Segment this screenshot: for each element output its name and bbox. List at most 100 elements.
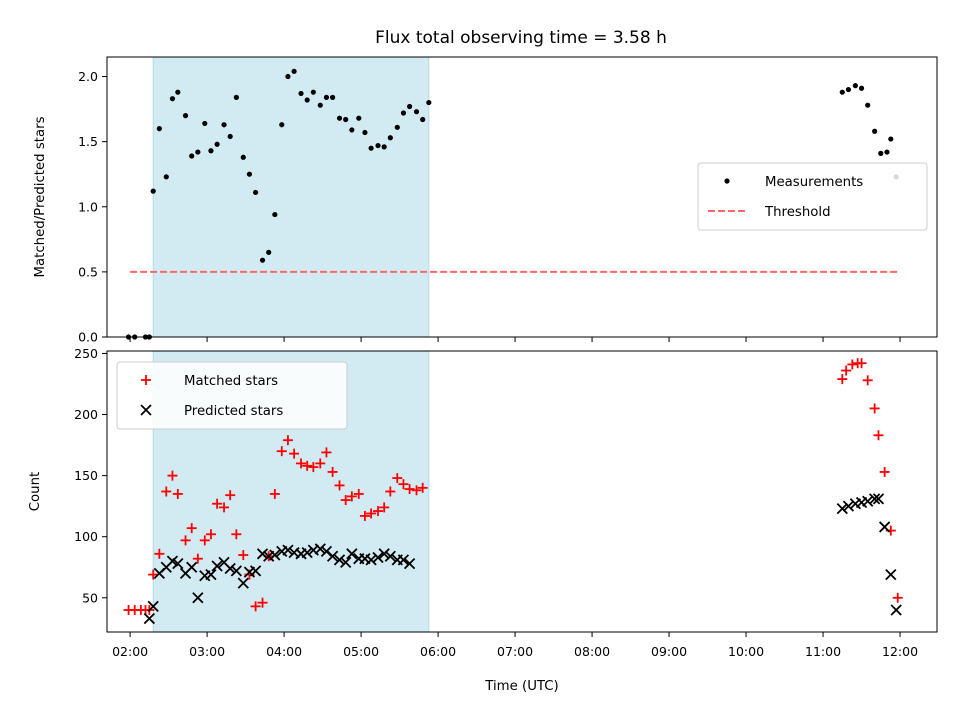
- matched-stars-point: [302, 460, 313, 471]
- x-b: [230, 565, 242, 577]
- matched-stars-point: [327, 466, 338, 477]
- measurement-point: [279, 122, 285, 128]
- x-b: [346, 548, 358, 560]
- x-b: [872, 493, 885, 505]
- y-tick-label: 2.0: [78, 69, 98, 84]
- matched-stars-point: [417, 482, 428, 493]
- measurement-point: [169, 96, 176, 102]
- legend-label: Predicted stars: [184, 404, 283, 419]
- measurement-point: [858, 85, 865, 91]
- predicted-stars-point: [230, 565, 242, 577]
- x-b: [403, 557, 416, 570]
- x-b: [333, 554, 346, 566]
- matched-stars-point: [167, 470, 178, 481]
- series-matched-stars: [123, 358, 903, 616]
- predicted-stars-point: [192, 592, 204, 604]
- legend-box: [116, 361, 348, 430]
- matched-stars-point: [289, 448, 300, 459]
- measurement-point: [394, 124, 400, 130]
- x-b: [166, 555, 179, 567]
- x-b: [372, 551, 384, 564]
- measurement-point: [356, 115, 362, 121]
- matched-stars-point: [385, 486, 396, 497]
- measurement-point: [884, 149, 890, 155]
- x-b: [211, 560, 223, 572]
- matched-stars-point: [219, 502, 230, 513]
- x-tick-label: 06:00: [420, 644, 456, 659]
- predicted-stars-point: [301, 546, 313, 559]
- measurement-point: [304, 97, 310, 103]
- x-b: [320, 545, 333, 558]
- axes-frame: [106, 56, 938, 338]
- matched-stars-point: [212, 498, 223, 509]
- matched-stars-point: [373, 506, 384, 517]
- legend-entry: Threshold: [708, 205, 831, 220]
- matched-stars-point: [154, 548, 165, 559]
- matched-stars-point: [186, 523, 197, 534]
- x-b: [314, 543, 326, 555]
- matched-stars-point: [841, 365, 852, 376]
- x-b: [192, 592, 204, 604]
- series-predicted-stars: [143, 493, 902, 625]
- measurement-point: [240, 154, 246, 160]
- measurement-point: [246, 171, 253, 177]
- x-tick-label: 12:00: [882, 644, 918, 659]
- measurement-point: [349, 127, 355, 133]
- measurement-point: [381, 144, 387, 150]
- x-b: [301, 546, 313, 559]
- x-tick-label: 02:00: [112, 644, 148, 659]
- predicted-stars-point: [269, 549, 281, 561]
- matched-stars-point: [404, 484, 415, 495]
- measurement-point: [375, 142, 381, 149]
- measurement-point: [852, 83, 858, 89]
- predicted-stars-point: [282, 544, 294, 556]
- predicted-stars-point: [890, 604, 902, 616]
- x-b: [384, 550, 396, 562]
- matched-stars-point: [837, 374, 848, 385]
- x-b: [143, 612, 155, 625]
- y-tick-label: 200: [74, 407, 98, 422]
- y-tick-label: 1.5: [78, 134, 98, 149]
- chart-title: Flux total observing time = 3.58 h: [375, 28, 667, 48]
- predicted-stars-point: [333, 554, 346, 566]
- matched-stars-point: [257, 597, 268, 608]
- legend-dot-swatch: [724, 178, 730, 184]
- x-axis-label: Time (UTC): [484, 679, 559, 694]
- measurement-point: [189, 153, 195, 159]
- matched-stars-point: [308, 462, 319, 473]
- matched-stars-point: [892, 592, 903, 603]
- predicted-stars-point: [143, 612, 155, 625]
- matched-stars-point: [250, 601, 261, 612]
- legend-label: Matched stars: [184, 374, 278, 389]
- matched-stars-point: [847, 359, 858, 370]
- predicted-stars-point: [249, 565, 262, 577]
- predicted-stars-point: [237, 577, 249, 589]
- measurement-point: [865, 102, 871, 108]
- measurement-point: [163, 174, 169, 180]
- predicted-stars-point: [862, 495, 874, 507]
- matched-stars-point: [269, 488, 280, 499]
- y-tick-label: 100: [74, 529, 98, 544]
- bottom-panel-count: 50 100 150 200 250 02:00 03:00 04:00 05:00 06:00 0…: [28, 346, 938, 694]
- measurement-point: [845, 86, 852, 93]
- measurement-point: [310, 89, 316, 95]
- measurement-point: [413, 109, 420, 115]
- x-tick-label: 11:00: [805, 644, 841, 659]
- measurement-point: [298, 90, 304, 97]
- x-tick-label: 08:00: [574, 644, 610, 659]
- x-b: [172, 557, 184, 570]
- measurement-point: [872, 128, 878, 134]
- top-panel-ratio: 0.0 0.5 1.0 1.5 2.0 Matched/Predicted stars Me…: [33, 56, 938, 345]
- x-b: [868, 493, 881, 505]
- x-b: [842, 500, 855, 512]
- x-b: [879, 521, 891, 533]
- x-b: [326, 550, 339, 562]
- predicted-stars-point: [397, 554, 410, 566]
- x-b: [249, 565, 262, 577]
- predicted-stars-point: [186, 561, 198, 573]
- y-tick-label: 250: [74, 346, 98, 361]
- matched-stars-point: [231, 529, 242, 540]
- measurement-point: [888, 136, 894, 142]
- measurement-point: [362, 129, 368, 136]
- measurement-point: [285, 73, 291, 80]
